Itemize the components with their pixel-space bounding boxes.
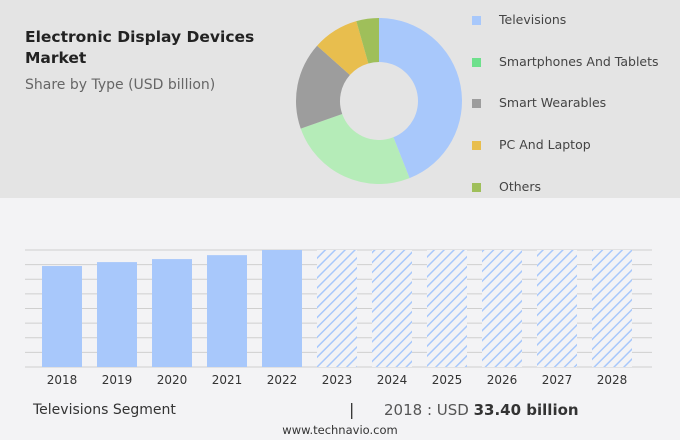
forecast-bar-2026 [482,250,522,367]
legend-label: PC And Laptop [499,137,591,152]
forecast-bar-2025 [427,250,467,367]
legend-swatch [472,58,481,67]
year-label: 2018 : USD [384,401,469,419]
x-tick-label: 2020 [157,373,188,387]
segment-value: 2018 : USD 33.40 billion [384,401,579,419]
legend-swatch [472,141,481,150]
bar-2020 [152,259,192,367]
x-tick-label: 2025 [432,373,463,387]
bar-2019 [97,262,137,367]
legend-label: Televisions [499,12,567,27]
segment-label: Televisions Segment [33,402,176,418]
chart-title: Electronic Display Devices Market [25,28,255,67]
legend-label: Others [499,179,542,194]
bar-2018 [42,266,82,367]
donut-slice-0 [379,18,462,179]
bar-2021 [207,255,247,367]
legend-label: Smartphones And Tablets [499,54,659,69]
x-tick-label: 2022 [267,373,298,387]
forecast-bar-2023 [317,250,357,367]
x-tick-label: 2023 [322,373,353,387]
x-tick-label: 2021 [212,373,243,387]
footer-separator: | [349,400,355,419]
x-tick-label: 2026 [487,373,518,387]
source-website: www.technavio.com [282,423,398,437]
x-tick-label: 2019 [102,373,133,387]
x-tick-label: 2024 [377,373,408,387]
donut-chart [296,18,462,185]
donut-slice-3 [317,21,369,76]
legend-swatch [472,99,481,108]
donut-slice-2 [296,45,350,129]
bar-chart: 2018 2019 2020 2021 2022 2023 2024 2025 2026 2027… [25,249,652,387]
forecast-bar-2024 [372,250,412,367]
donut-slice-1 [300,113,410,185]
bar-2022 [262,250,302,367]
value-label: 33.40 billion [473,401,579,419]
x-tick-label: 2027 [542,373,573,387]
legend-swatch [472,183,481,192]
forecast-bar-2028 [592,250,632,367]
donut-slice-4 [356,18,379,64]
legend-swatch [472,16,481,25]
chart-subtitle: Share by Type (USD billion) [25,77,216,93]
forecast-bar-2027 [537,250,577,367]
x-tick-label: 2028 [597,373,628,387]
legend-label: Smart Wearables [499,95,607,110]
x-tick-label: 2018 [47,373,78,387]
